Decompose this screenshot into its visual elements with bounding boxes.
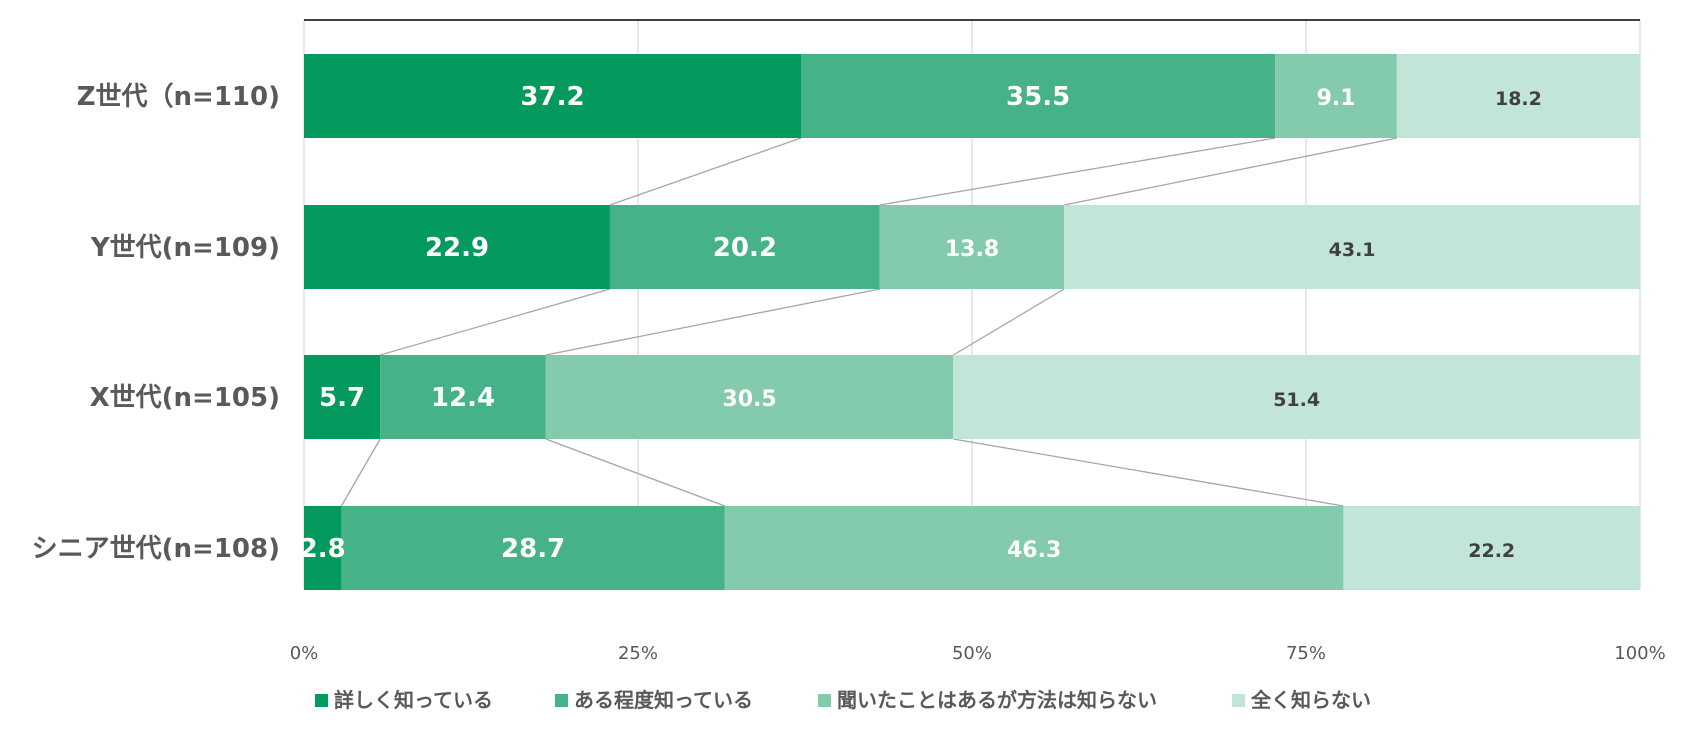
category-label: X世代(n=105) [90, 383, 280, 413]
series-line [379, 288, 611, 356]
bar-segment [304, 205, 610, 289]
legend-entry: 全く知らない [1250, 688, 1371, 712]
bar-segment [609, 205, 880, 289]
data-label: 30.5 [722, 387, 776, 412]
bar-segment [304, 54, 801, 138]
tick-label: 100% [1614, 643, 1665, 664]
data-label: 51.4 [1273, 389, 1320, 411]
series-line [1064, 137, 1397, 206]
data-label: 28.7 [501, 534, 565, 564]
category-label: Y世代(n=109) [90, 233, 280, 263]
series-line [609, 137, 802, 206]
series-line [545, 438, 726, 507]
series-line [879, 137, 1276, 206]
bar-segment [800, 54, 1276, 138]
data-label: 43.1 [1329, 239, 1376, 261]
data-label: 5.7 [319, 383, 365, 413]
series-line [953, 438, 1344, 507]
series-line [545, 288, 880, 356]
legend-entry: ある程度知っている [574, 688, 753, 712]
tick-label: 50% [952, 643, 992, 664]
legend-swatch [555, 694, 568, 707]
data-label: 22.9 [425, 233, 489, 263]
bar-segment [1275, 54, 1397, 138]
bar-segment [380, 355, 546, 439]
data-label: 20.2 [713, 233, 777, 263]
bar-segment [1396, 54, 1640, 138]
legend-swatch [818, 694, 831, 707]
tick-label: 75% [1286, 643, 1326, 664]
series-lines [340, 137, 1397, 507]
data-label: 12.4 [431, 383, 495, 413]
series-line [340, 438, 381, 507]
legend-swatch [315, 694, 328, 707]
data-label: 37.2 [520, 82, 584, 112]
category-label: シニア世代(n=108) [32, 534, 280, 564]
legend-swatch [1232, 694, 1245, 707]
data-label: 18.2 [1495, 88, 1542, 110]
bar-segment [304, 355, 381, 439]
bar-segment [1064, 205, 1640, 289]
data-label: 46.3 [1007, 538, 1061, 563]
bar-segment [545, 355, 954, 439]
data-label: 35.5 [1006, 82, 1070, 112]
bar-segment [724, 506, 1344, 590]
legend: 詳しく知っている ある程度知っている 聞いたことはあるが方法は知らない 全く知らない [315, 688, 1371, 712]
bar-segment [879, 205, 1065, 289]
category-labels: Z世代（n=110) Y世代(n=109) X世代(n=105) シニア世代(n=10… [32, 82, 280, 564]
legend-entry: 詳しく知っている [334, 688, 493, 712]
data-label: 22.2 [1468, 540, 1515, 562]
data-label: 9.1 [1317, 86, 1356, 111]
series-line [952, 288, 1065, 356]
tick-label: 25% [618, 643, 658, 664]
bar-segment [953, 355, 1640, 439]
legend-entry: 聞いたことはあるが方法は知らない [837, 688, 1157, 712]
value-labels: 37.2 35.5 9.1 18.2 22.9 20.2 13.8 43.1 5.7 12.4 30… [300, 82, 1542, 564]
bar-segment [1343, 506, 1640, 590]
tick-label: 0% [290, 643, 319, 664]
data-label: 2.8 [300, 534, 346, 564]
bar-segment [341, 506, 725, 590]
bar-segment [304, 506, 342, 590]
x-axis-ticks: 0% 25% 50% 75% 100% [290, 643, 1666, 664]
category-label: Z世代（n=110) [77, 82, 280, 112]
bars [304, 54, 1640, 590]
data-label: 13.8 [945, 237, 999, 262]
